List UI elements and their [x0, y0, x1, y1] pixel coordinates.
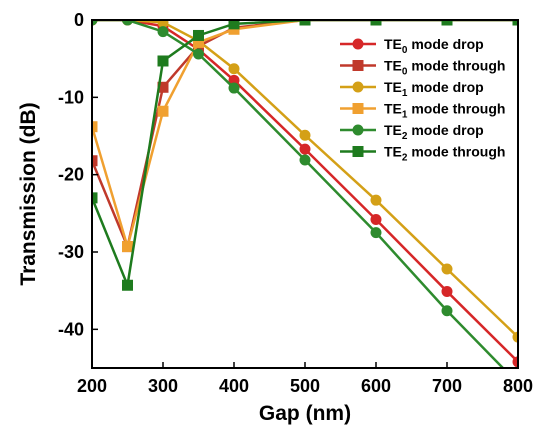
x-tick-label: 600 — [361, 376, 391, 396]
x-tick-label: 200 — [77, 376, 107, 396]
legend-label: TE0 mode through — [384, 58, 505, 78]
data-point — [92, 192, 98, 204]
x-tick-label: 800 — [503, 376, 533, 396]
legend-label-base: TE — [384, 144, 402, 160]
data-point — [299, 129, 311, 141]
data-point — [441, 263, 453, 275]
legend-marker — [352, 60, 364, 71]
data-point — [228, 82, 240, 94]
data-point — [122, 279, 133, 291]
x-axis-title: Gap (nm) — [259, 402, 351, 425]
data-point — [441, 285, 453, 297]
data-point — [370, 194, 382, 206]
x-tick-label: 300 — [148, 376, 178, 396]
legend-label-base: TE — [384, 79, 402, 95]
data-point — [441, 305, 453, 317]
legend-label: TE0 mode drop — [384, 36, 484, 56]
data-point — [157, 26, 169, 38]
legend-label-base: TE — [384, 101, 402, 117]
y-tick-label: -40 — [58, 319, 84, 339]
legend-label-subscript: 2 — [402, 131, 408, 142]
data-point — [370, 20, 382, 26]
legend-entry: TE0 mode through — [340, 58, 505, 78]
data-point — [512, 20, 518, 26]
legend-label-rest: mode through — [407, 101, 505, 117]
legend-marker — [352, 81, 364, 93]
data-point — [299, 20, 311, 26]
legend-label: TE1 mode drop — [384, 79, 484, 99]
data-point — [92, 121, 98, 133]
data-point — [228, 63, 240, 75]
x-tick-label: 500 — [290, 376, 320, 396]
series-4 — [92, 20, 505, 368]
data-point — [193, 48, 204, 60]
legend-marker — [352, 103, 364, 114]
legend-label: TE2 mode through — [384, 144, 505, 164]
x-tick-label: 400 — [219, 376, 249, 396]
data-point — [122, 20, 133, 26]
series-line — [92, 20, 505, 368]
legend-label-rest: mode through — [407, 58, 505, 74]
series-5 — [92, 20, 518, 291]
data-point — [193, 29, 204, 41]
y-tick-label: -30 — [58, 242, 84, 262]
legend-label-base: TE — [384, 122, 402, 138]
legend-label-subscript: 1 — [402, 88, 408, 99]
data-point — [370, 227, 382, 239]
legend-marker — [352, 146, 364, 157]
legend-entry: TE1 mode drop — [340, 79, 484, 99]
data-point — [122, 241, 133, 253]
legend-label-rest: mode through — [407, 144, 505, 160]
legend-entry: TE2 mode drop — [340, 122, 484, 142]
legend-label-subscript: 1 — [402, 110, 408, 121]
data-point — [441, 20, 453, 26]
y-tick-label: -20 — [58, 165, 84, 185]
legend-entry: TE0 mode drop — [340, 36, 484, 56]
data-point — [512, 356, 518, 368]
legend-label-subscript: 0 — [402, 67, 408, 78]
data-point — [299, 143, 311, 155]
legend-label-base: TE — [384, 36, 402, 52]
legend-label-rest: mode drop — [407, 79, 483, 95]
legend-label-rest: mode drop — [407, 122, 483, 138]
legend-entry: TE1 mode through — [340, 101, 505, 121]
legend-label-base: TE — [384, 58, 402, 74]
legend-label: TE2 mode drop — [384, 122, 484, 142]
data-point — [157, 20, 169, 28]
legend-label-subscript: 0 — [402, 45, 408, 56]
legend-marker — [352, 124, 364, 136]
data-point — [92, 20, 98, 26]
data-point — [299, 154, 311, 166]
legend-entry: TE2 mode through — [340, 144, 505, 164]
data-point — [370, 214, 382, 226]
x-tick-label: 700 — [432, 376, 462, 396]
data-point — [92, 155, 98, 167]
y-tick-label: 0 — [74, 10, 84, 30]
y-tick-label: -10 — [58, 87, 84, 107]
data-point — [512, 331, 518, 343]
y-axis-title: Transmission (dB) — [17, 102, 40, 285]
data-point — [157, 105, 169, 117]
legend-label-subscript: 2 — [402, 153, 408, 164]
legend-label: TE1 mode through — [384, 101, 505, 121]
data-point — [157, 55, 169, 67]
legend-label-rest: mode drop — [407, 36, 483, 52]
legend-marker — [352, 38, 364, 50]
data-point — [228, 20, 240, 30]
